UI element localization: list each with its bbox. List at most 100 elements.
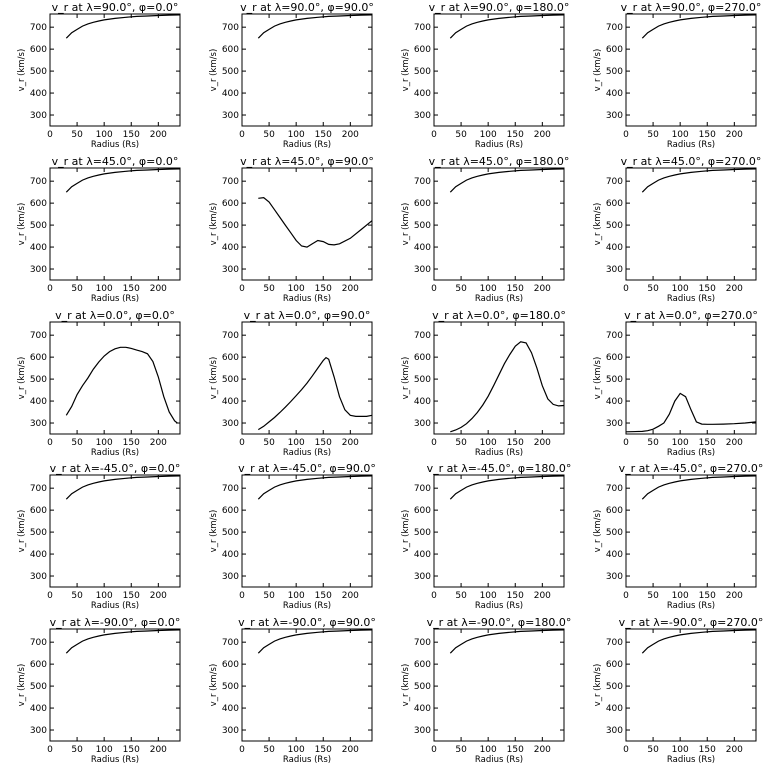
- y-axis-label: v_r (km/s): [209, 510, 219, 553]
- series-line: [65, 475, 181, 500]
- y-tick-label: 300: [414, 265, 431, 275]
- x-tick-label: 150: [699, 438, 716, 448]
- subplot-title: v_r at λ=45.0°, φ=0.0°: [52, 155, 179, 168]
- x-tick-label: 0: [623, 745, 629, 755]
- x-tick-label: 100: [672, 130, 689, 140]
- y-axis-label: v_r (km/s): [593, 357, 603, 400]
- subplot-5-1: v_r at λ=-90.0°, φ=0.0° 0 50 100 150 200 300 40…: [17, 616, 181, 765]
- subplot-title: v_r at λ=0.0°, φ=0.0°: [55, 309, 175, 322]
- x-tick-label: 50: [71, 745, 83, 755]
- x-axis-label: Radius (Rs): [475, 755, 523, 765]
- y-tick-label: 600: [222, 45, 239, 55]
- x-tick-label: 200: [726, 438, 743, 448]
- x-tick-label: 200: [534, 284, 551, 294]
- subplot-1-2: v_r at λ=90.0°, φ=90.0° 0 50 100 150 200 300 40…: [209, 1, 374, 150]
- y-tick-label: 600: [606, 353, 623, 363]
- y-tick-label: 500: [30, 67, 47, 77]
- x-tick-label: 150: [699, 130, 716, 140]
- y-tick-label: 400: [30, 243, 47, 253]
- y-tick-label: 300: [222, 265, 239, 275]
- plot-frame: [49, 13, 181, 127]
- y-tick-label: 500: [222, 375, 239, 385]
- x-axis-label: Radius (Rs): [283, 294, 331, 304]
- y-axis-label: v_r (km/s): [17, 203, 27, 246]
- y-tick-label: 600: [30, 45, 47, 55]
- y-axis-label: v_r (km/s): [401, 203, 411, 246]
- y-axis-label: v_r (km/s): [401, 357, 411, 400]
- y-tick-label: 400: [414, 704, 431, 714]
- x-axis-label: Radius (Rs): [475, 448, 523, 458]
- x-axis-label: Radius (Rs): [91, 448, 139, 458]
- x-tick-label: 150: [123, 284, 140, 294]
- y-tick-label: 600: [606, 506, 623, 516]
- plot-frame: [49, 321, 181, 435]
- y-tick-label: 500: [222, 67, 239, 77]
- x-tick-label: 200: [534, 745, 551, 755]
- series-line: [449, 168, 565, 193]
- x-tick-label: 50: [263, 745, 275, 755]
- x-axis-label: Radius (Rs): [475, 294, 523, 304]
- x-axis-label: Radius (Rs): [667, 140, 715, 150]
- x-axis-label: Radius (Rs): [667, 601, 715, 611]
- x-tick-label: 0: [431, 591, 437, 601]
- x-tick-label: 200: [726, 130, 743, 140]
- x-tick-label: 50: [263, 284, 275, 294]
- subplot-2-2: v_r at λ=45.0°, φ=90.0° 0 50 100 150 200 300 40…: [209, 155, 374, 304]
- y-tick-label: 300: [222, 419, 239, 429]
- x-tick-label: 200: [150, 284, 167, 294]
- subplot-title: v_r at λ=-90.0°, φ=0.0°: [50, 616, 181, 629]
- x-tick-label: 200: [342, 130, 359, 140]
- y-tick-label: 700: [414, 484, 431, 494]
- y-tick-label: 500: [414, 375, 431, 385]
- x-tick-label: 150: [315, 130, 332, 140]
- x-axis-label: Radius (Rs): [475, 601, 523, 611]
- y-tick-label: 700: [222, 638, 239, 648]
- subplot-5-2: v_r at λ=-90.0°, φ=90.0° 0 50 100 150 200 300 4…: [209, 616, 376, 765]
- subplot-5-3: v_r at λ=-90.0°, φ=180.0° 0 50 100 150 200 300…: [401, 616, 571, 765]
- y-tick-label: 300: [30, 265, 47, 275]
- y-axis-label: v_r (km/s): [401, 664, 411, 707]
- y-axis-label: v_r (km/s): [209, 203, 219, 246]
- y-tick-label: 600: [606, 45, 623, 55]
- x-tick-label: 100: [672, 438, 689, 448]
- y-tick-label: 400: [222, 89, 239, 99]
- y-tick-label: 400: [222, 550, 239, 560]
- x-axis-label: Radius (Rs): [667, 294, 715, 304]
- y-tick-label: 700: [30, 177, 47, 187]
- y-tick-label: 500: [222, 528, 239, 538]
- x-tick-label: 200: [150, 130, 167, 140]
- subplot-2-1: v_r at λ=45.0°, φ=0.0° 0 50 100 150 200 300 400…: [17, 155, 181, 304]
- plot-frame: [625, 474, 757, 588]
- y-tick-label: 300: [222, 726, 239, 736]
- y-tick-label: 600: [222, 506, 239, 516]
- x-tick-label: 0: [623, 284, 629, 294]
- y-axis-label: v_r (km/s): [17, 49, 27, 92]
- x-tick-label: 100: [288, 130, 305, 140]
- x-tick-label: 0: [431, 745, 437, 755]
- x-tick-label: 150: [315, 745, 332, 755]
- x-tick-label: 200: [342, 284, 359, 294]
- y-tick-label: 300: [414, 572, 431, 582]
- y-tick-label: 600: [414, 506, 431, 516]
- y-tick-label: 300: [222, 572, 239, 582]
- x-axis-label: Radius (Rs): [91, 755, 139, 765]
- plot-frame: [625, 321, 757, 435]
- y-tick-label: 400: [222, 397, 239, 407]
- x-tick-label: 150: [699, 745, 716, 755]
- y-tick-label: 700: [414, 23, 431, 33]
- series-line: [65, 168, 181, 193]
- subplot-4-1: v_r at λ=-45.0°, φ=0.0° 0 50 100 150 200 300 40…: [17, 462, 181, 611]
- x-tick-label: 50: [263, 438, 275, 448]
- plot-frame: [241, 167, 373, 281]
- y-tick-label: 400: [606, 550, 623, 560]
- subplot-title: v_r at λ=-90.0°, φ=270.0°: [619, 616, 764, 629]
- y-axis-label: v_r (km/s): [401, 510, 411, 553]
- x-tick-label: 0: [47, 130, 53, 140]
- x-tick-label: 100: [96, 438, 113, 448]
- y-tick-label: 700: [414, 177, 431, 187]
- x-tick-label: 0: [431, 130, 437, 140]
- subplot-title: v_r at λ=45.0°, φ=90.0°: [240, 155, 374, 168]
- x-axis-label: Radius (Rs): [667, 755, 715, 765]
- x-tick-label: 0: [239, 591, 245, 601]
- y-tick-label: 500: [30, 528, 47, 538]
